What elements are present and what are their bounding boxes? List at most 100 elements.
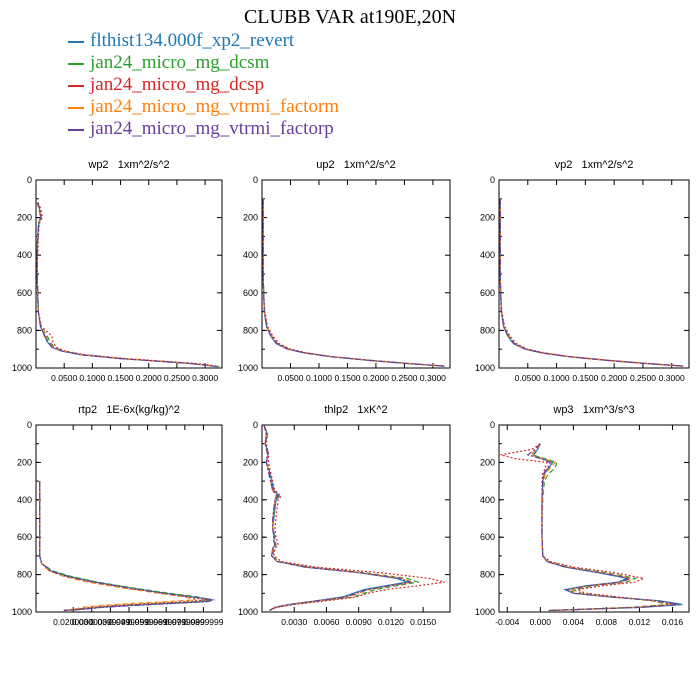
x-tick-label: 0.0120 xyxy=(378,617,404,627)
panel-title: rtp2 1E-6x(kg/kg)^2 xyxy=(78,404,180,416)
y-tick-label: 1000 xyxy=(238,607,258,617)
series-line xyxy=(39,481,213,612)
series-line xyxy=(39,481,208,612)
series-line xyxy=(39,481,211,612)
x-tick-label: 0.2500 xyxy=(391,373,417,383)
y-tick-label: 800 xyxy=(243,325,258,335)
x-tick-label: 0.0150 xyxy=(410,617,436,627)
chart-panel: rtp2 1E-6x(kg/kg)^2 0 200 400 600 800 1000 0.02… xyxy=(12,404,224,627)
legend-swatch xyxy=(68,84,84,87)
x-tick-label: 0.0399999 xyxy=(90,617,130,627)
x-tick-label: 0.0500 xyxy=(277,373,303,383)
x-tick-label: 0.0500 xyxy=(515,373,541,383)
y-tick-label: 600 xyxy=(17,288,32,298)
series-line xyxy=(499,198,684,367)
chart-panel: vp2 1xm^2/s^2 0 200 400 600 800 1000 0.0500 0.10… xyxy=(475,159,690,383)
x-tick-label: 0.1000 xyxy=(544,373,570,383)
figure-title: CLUBB VAR at190E,20N xyxy=(243,6,457,28)
series-line xyxy=(500,443,673,612)
x-tick-label: 0.008 xyxy=(596,617,618,627)
y-tick-label: 0 xyxy=(27,420,32,430)
y-tick-label: 200 xyxy=(480,457,495,467)
y-tick-label: 200 xyxy=(17,457,32,467)
y-tick-label: 600 xyxy=(480,532,495,542)
plot-frame xyxy=(498,179,690,369)
x-tick-label: 0.0300000 xyxy=(72,617,112,627)
legend-entry: jan24_micro_mg_vtrmi_factorp xyxy=(68,118,339,140)
y-tick-label: 400 xyxy=(480,250,495,260)
series-line xyxy=(499,198,684,367)
legend-entry: jan24_micro_mg_dcsm xyxy=(68,52,339,74)
legend-label: jan24_micro_mg_vtrmi_factorm xyxy=(90,96,340,117)
x-tick-label: 0.0599999 xyxy=(128,617,168,627)
y-tick-label: 800 xyxy=(480,325,495,335)
x-tick-label: 0.000 xyxy=(530,617,552,627)
panel-title: up2 1xm^2/s^2 xyxy=(316,159,395,171)
y-tick-label: 0 xyxy=(253,420,258,430)
series-line xyxy=(36,202,217,368)
legend-label: jan24_micro_mg_dcsp xyxy=(90,74,265,95)
panel-title: wp2 1xm^2/s^2 xyxy=(87,159,169,171)
legend-swatch xyxy=(68,106,84,109)
plot-frame xyxy=(35,424,223,613)
y-tick-label: 0 xyxy=(490,175,495,185)
legend-label: jan24_micro_mg_dcsm xyxy=(90,52,270,73)
series-line xyxy=(526,443,680,612)
series-line xyxy=(530,443,669,612)
x-tick-label: 0.0030 xyxy=(281,617,307,627)
series-line xyxy=(263,425,421,612)
series-line xyxy=(262,198,445,367)
panel-title: thlp2 1xK^2 xyxy=(324,404,387,416)
y-tick-label: 600 xyxy=(480,288,495,298)
x-tick-label: 0.1500 xyxy=(108,373,134,383)
plot-frame xyxy=(35,179,223,369)
y-tick-label: 400 xyxy=(17,495,32,505)
series-line xyxy=(532,443,683,612)
x-tick-label: 0.0090 xyxy=(346,617,372,627)
series-line xyxy=(263,425,445,612)
series-line xyxy=(36,202,218,368)
x-tick-label: 0.0499999 xyxy=(109,617,149,627)
x-tick-label: 0.1500 xyxy=(572,373,598,383)
plot-frame xyxy=(261,179,451,369)
x-tick-label: 0.2500 xyxy=(164,373,190,383)
y-tick-label: 1000 xyxy=(475,363,495,373)
series-line xyxy=(263,425,415,612)
y-tick-label: 1000 xyxy=(238,363,258,373)
series-line xyxy=(36,202,217,368)
series-line xyxy=(499,198,684,367)
plot-frame xyxy=(498,424,690,613)
y-tick-label: 1000 xyxy=(12,363,32,373)
legend-entry: flthist134.000f_xp2_revert xyxy=(68,30,339,52)
panel-title: wp3 1xm^3/s^3 xyxy=(552,404,634,416)
y-tick-label: 800 xyxy=(17,570,32,580)
x-tick-label: 0.004 xyxy=(563,617,585,627)
x-tick-label: 0.0699999 xyxy=(146,617,186,627)
x-tick-label: 0.2500 xyxy=(630,373,656,383)
series-line xyxy=(263,425,413,612)
y-tick-label: 0 xyxy=(253,175,258,185)
y-tick-label: 800 xyxy=(480,570,495,580)
y-tick-label: 600 xyxy=(17,532,32,542)
y-tick-label: 400 xyxy=(243,495,258,505)
series-line xyxy=(262,198,445,367)
x-tick-label: -0.004 xyxy=(495,617,519,627)
y-tick-label: 200 xyxy=(243,213,258,223)
chart-panel: wp2 1xm^2/s^2 0 200 400 600 800 1000 0.0500 0.10… xyxy=(12,159,223,383)
series-line xyxy=(36,202,217,368)
series-line xyxy=(262,198,445,367)
x-tick-label: 0.3000 xyxy=(420,373,446,383)
x-tick-label: 0.1000 xyxy=(306,373,332,383)
chart-panel: thlp2 1xK^2 0 200 400 600 800 1000 0.0030 0.0060… xyxy=(238,404,451,627)
series-line xyxy=(262,198,445,367)
plot-frame xyxy=(261,424,451,613)
y-tick-label: 800 xyxy=(243,570,258,580)
series-line xyxy=(39,481,197,612)
x-tick-label: 0.0500 xyxy=(51,373,77,383)
legend-swatch xyxy=(68,62,84,65)
y-tick-label: 600 xyxy=(243,532,258,542)
x-tick-label: 0.0799999 xyxy=(165,617,205,627)
legend-label: jan24_micro_mg_vtrmi_factorp xyxy=(90,118,334,139)
legend-swatch xyxy=(68,40,84,43)
